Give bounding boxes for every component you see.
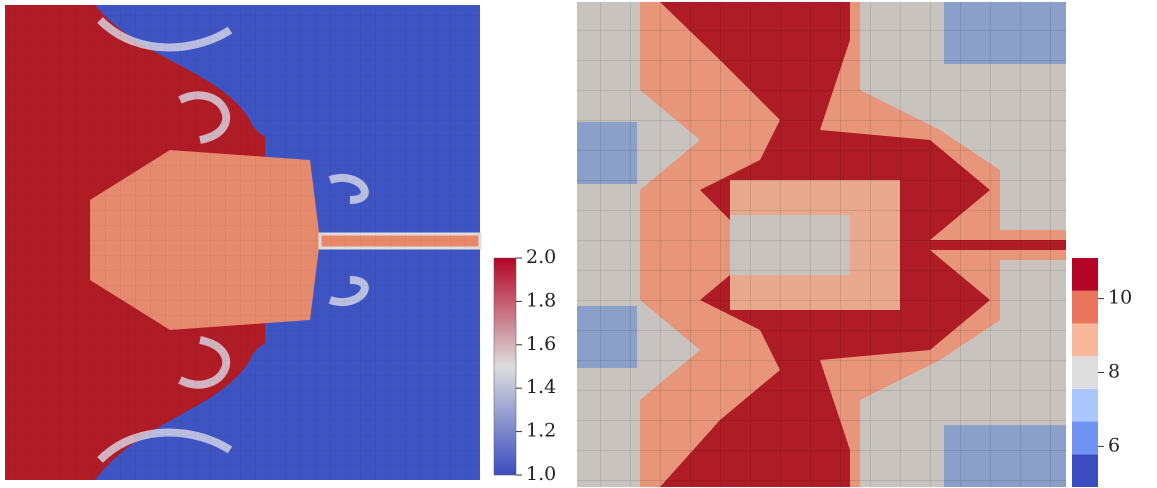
tick-label: 1.2 (526, 420, 556, 442)
tick-label: 1.4 (526, 376, 556, 398)
tick-label: 1.0 (526, 463, 556, 485)
tick-label: 2.0 (526, 246, 556, 268)
colorbar (494, 258, 516, 475)
colorbar-segment (1072, 389, 1098, 422)
figure: 2.0 1.8 1.6 1.4 1.2 1.0 10 8 6 (0, 0, 1157, 488)
tick-label: 10 (1108, 287, 1132, 309)
tick-label: 1.8 (526, 289, 556, 311)
colorbar-segment (1072, 422, 1098, 455)
colorbar-segment (1072, 258, 1098, 291)
tick-label: 1.6 (526, 333, 556, 355)
colorbar-segment (1072, 291, 1098, 324)
colorbar-segment (1072, 356, 1098, 389)
colorbar-segment (1072, 454, 1098, 487)
left-panel (5, 5, 480, 480)
colorbar-segment (1072, 323, 1098, 356)
tick-label: 6 (1108, 434, 1120, 456)
tick-label: 8 (1108, 361, 1120, 383)
right-panel (577, 2, 1066, 487)
